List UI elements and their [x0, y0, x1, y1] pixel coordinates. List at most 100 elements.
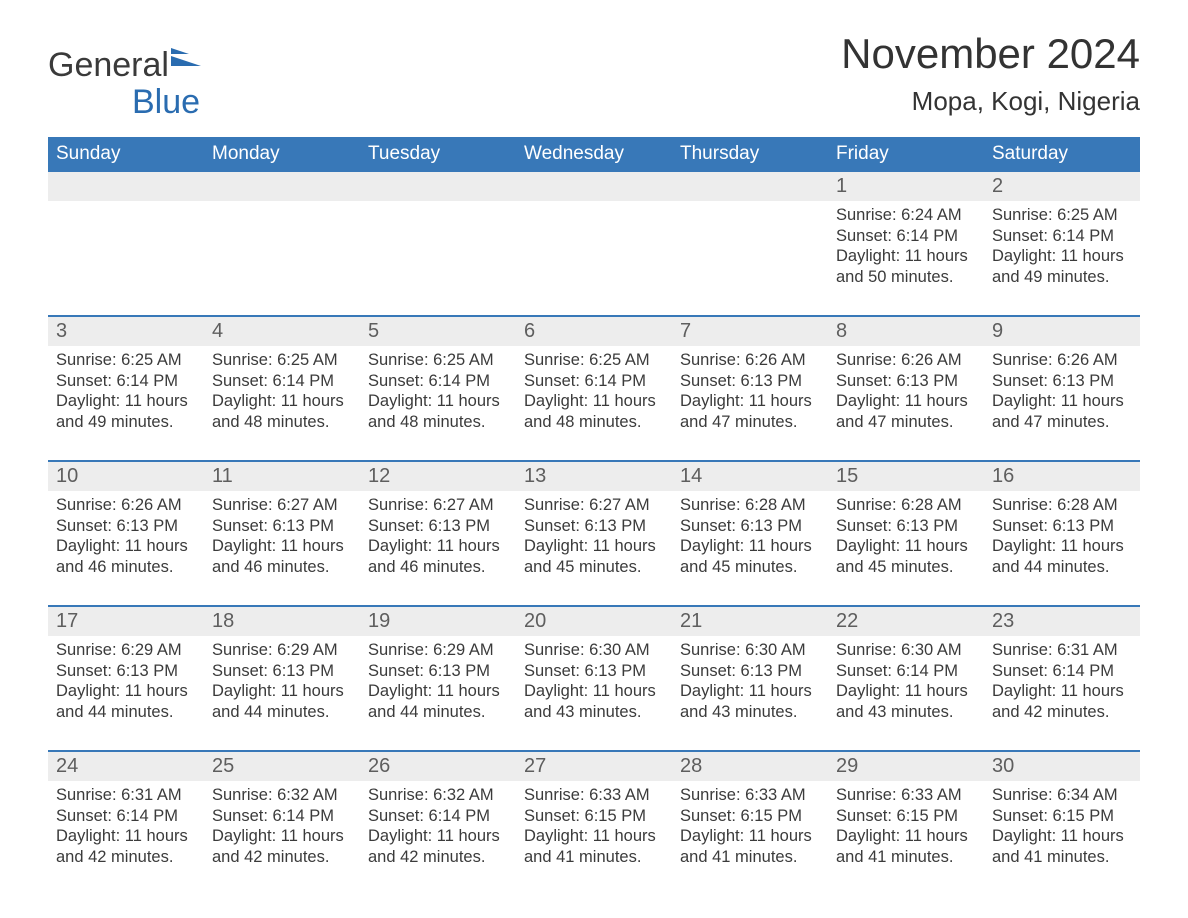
- day-content-row: Sunrise: 6:31 AMSunset: 6:14 PMDaylight:…: [48, 781, 1140, 881]
- day-number: 16: [984, 462, 1140, 491]
- day-content-row: Sunrise: 6:25 AMSunset: 6:14 PMDaylight:…: [48, 346, 1140, 446]
- day-info-line: Sunrise: 6:30 AM: [680, 640, 820, 661]
- day-info-line: Daylight: 11 hours: [992, 536, 1132, 557]
- day-info: Sunrise: 6:28 AMSunset: 6:13 PMDaylight:…: [680, 491, 820, 578]
- day-number: 19: [360, 607, 516, 636]
- day-info-line: Sunset: 6:14 PM: [56, 806, 196, 827]
- weekday-header: Monday: [204, 137, 360, 172]
- day-info-line: Sunrise: 6:25 AM: [992, 205, 1132, 226]
- day-cell: Sunrise: 6:29 AMSunset: 6:13 PMDaylight:…: [204, 636, 360, 736]
- day-info-line: and 43 minutes.: [680, 702, 820, 723]
- logo-word1: General: [48, 46, 169, 84]
- day-info-line: Sunrise: 6:32 AM: [368, 785, 508, 806]
- day-info-line: Daylight: 11 hours: [836, 536, 976, 557]
- day-number-row: 3456789: [48, 317, 1140, 346]
- day-info-line: and 42 minutes.: [56, 847, 196, 868]
- calendar: Sunday Monday Tuesday Wednesday Thursday…: [48, 137, 1140, 881]
- day-info-line: Sunset: 6:14 PM: [212, 806, 352, 827]
- day-info: Sunrise: 6:25 AMSunset: 6:14 PMDaylight:…: [524, 346, 664, 433]
- day-info-line: Daylight: 11 hours: [992, 391, 1132, 412]
- day-info-line: Sunset: 6:13 PM: [212, 661, 352, 682]
- day-cell: Sunrise: 6:28 AMSunset: 6:13 PMDaylight:…: [828, 491, 984, 591]
- day-info-line: and 42 minutes.: [212, 847, 352, 868]
- day-info: Sunrise: 6:30 AMSunset: 6:14 PMDaylight:…: [836, 636, 976, 723]
- day-cell: Sunrise: 6:32 AMSunset: 6:14 PMDaylight:…: [204, 781, 360, 881]
- day-info-line: and 47 minutes.: [836, 412, 976, 433]
- header: General Blue November 2024 Mopa, Kogi, N…: [48, 30, 1140, 119]
- day-info-line: and 48 minutes.: [524, 412, 664, 433]
- day-info-line: Sunrise: 6:28 AM: [680, 495, 820, 516]
- day-cell: Sunrise: 6:33 AMSunset: 6:15 PMDaylight:…: [828, 781, 984, 881]
- day-number: 4: [204, 317, 360, 346]
- day-info-line: Sunrise: 6:30 AM: [836, 640, 976, 661]
- day-number-row: 17181920212223: [48, 607, 1140, 636]
- day-info-line: and 47 minutes.: [680, 412, 820, 433]
- day-number: 17: [48, 607, 204, 636]
- day-info-line: Sunrise: 6:34 AM: [992, 785, 1132, 806]
- day-info-line: Sunset: 6:15 PM: [992, 806, 1132, 827]
- day-info: Sunrise: 6:25 AMSunset: 6:14 PMDaylight:…: [992, 201, 1132, 288]
- day-info: Sunrise: 6:32 AMSunset: 6:14 PMDaylight:…: [368, 781, 508, 868]
- day-info-line: Sunrise: 6:24 AM: [836, 205, 976, 226]
- day-number: 9: [984, 317, 1140, 346]
- day-info-line: Sunrise: 6:29 AM: [56, 640, 196, 661]
- day-cell: Sunrise: 6:25 AMSunset: 6:14 PMDaylight:…: [516, 346, 672, 446]
- day-number: 10: [48, 462, 204, 491]
- day-number: 8: [828, 317, 984, 346]
- day-info: Sunrise: 6:28 AMSunset: 6:13 PMDaylight:…: [836, 491, 976, 578]
- day-number: 11: [204, 462, 360, 491]
- day-number: [48, 172, 204, 201]
- day-info-line: Daylight: 11 hours: [680, 826, 820, 847]
- day-number: 23: [984, 607, 1140, 636]
- day-info-line: Daylight: 11 hours: [836, 246, 976, 267]
- day-number: 7: [672, 317, 828, 346]
- weekday-header: Wednesday: [516, 137, 672, 172]
- day-info-line: Sunset: 6:13 PM: [212, 516, 352, 537]
- day-info: Sunrise: 6:26 AMSunset: 6:13 PMDaylight:…: [56, 491, 196, 578]
- day-info-line: Daylight: 11 hours: [368, 536, 508, 557]
- day-info-line: Sunset: 6:13 PM: [56, 661, 196, 682]
- day-info: Sunrise: 6:25 AMSunset: 6:14 PMDaylight:…: [212, 346, 352, 433]
- day-info-line: Sunset: 6:14 PM: [836, 661, 976, 682]
- day-info-line: Daylight: 11 hours: [368, 681, 508, 702]
- day-cell: [204, 201, 360, 301]
- day-info-line: Sunset: 6:13 PM: [368, 516, 508, 537]
- day-cell: Sunrise: 6:25 AMSunset: 6:14 PMDaylight:…: [204, 346, 360, 446]
- weekday-header: Friday: [828, 137, 984, 172]
- day-info: Sunrise: 6:29 AMSunset: 6:13 PMDaylight:…: [212, 636, 352, 723]
- day-info-line: Daylight: 11 hours: [680, 391, 820, 412]
- day-cell: Sunrise: 6:28 AMSunset: 6:13 PMDaylight:…: [672, 491, 828, 591]
- day-info-line: Daylight: 11 hours: [836, 681, 976, 702]
- day-info: Sunrise: 6:33 AMSunset: 6:15 PMDaylight:…: [680, 781, 820, 868]
- day-info-line: Sunset: 6:13 PM: [836, 371, 976, 392]
- day-info-line: Sunset: 6:13 PM: [992, 516, 1132, 537]
- day-info: Sunrise: 6:24 AMSunset: 6:14 PMDaylight:…: [836, 201, 976, 288]
- day-number: 20: [516, 607, 672, 636]
- day-content-row: Sunrise: 6:24 AMSunset: 6:14 PMDaylight:…: [48, 201, 1140, 301]
- day-cell: [48, 201, 204, 301]
- day-number: 15: [828, 462, 984, 491]
- day-info-line: Sunset: 6:13 PM: [368, 661, 508, 682]
- day-info: Sunrise: 6:30 AMSunset: 6:13 PMDaylight:…: [680, 636, 820, 723]
- day-number-row: 24252627282930: [48, 752, 1140, 781]
- day-cell: Sunrise: 6:29 AMSunset: 6:13 PMDaylight:…: [360, 636, 516, 736]
- day-info-line: Daylight: 11 hours: [524, 391, 664, 412]
- day-info-line: Sunrise: 6:29 AM: [212, 640, 352, 661]
- logo-text-block: General Blue: [48, 48, 201, 119]
- day-cell: Sunrise: 6:33 AMSunset: 6:15 PMDaylight:…: [672, 781, 828, 881]
- day-number: [516, 172, 672, 201]
- day-cell: Sunrise: 6:30 AMSunset: 6:13 PMDaylight:…: [672, 636, 828, 736]
- day-number: 18: [204, 607, 360, 636]
- day-info-line: Daylight: 11 hours: [56, 536, 196, 557]
- day-cell: Sunrise: 6:30 AMSunset: 6:14 PMDaylight:…: [828, 636, 984, 736]
- day-info-line: and 44 minutes.: [212, 702, 352, 723]
- day-info-line: Daylight: 11 hours: [212, 826, 352, 847]
- month-title: November 2024: [841, 30, 1140, 78]
- day-info-line: Sunrise: 6:26 AM: [680, 350, 820, 371]
- day-info-line: Sunrise: 6:26 AM: [56, 495, 196, 516]
- day-info-line: Sunset: 6:15 PM: [680, 806, 820, 827]
- day-number-row: 12: [48, 172, 1140, 201]
- day-info-line: and 44 minutes.: [56, 702, 196, 723]
- day-info-line: and 43 minutes.: [836, 702, 976, 723]
- day-info-line: and 45 minutes.: [680, 557, 820, 578]
